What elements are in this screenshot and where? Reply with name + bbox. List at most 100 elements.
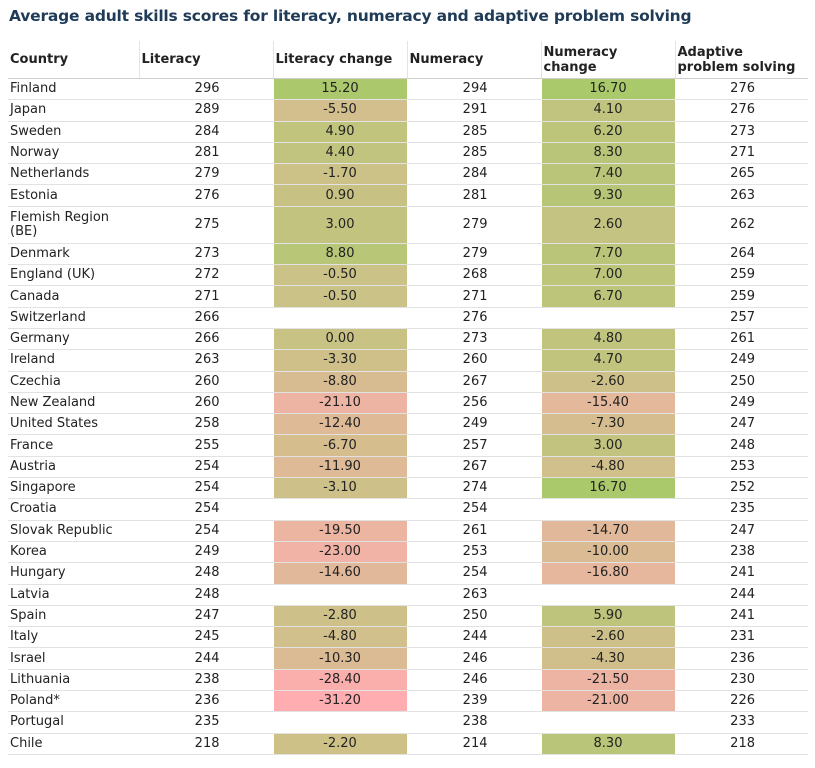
cell-literacy-change: 4.40 <box>272 142 408 165</box>
cell-numeracy-change: -15.40 <box>540 392 676 415</box>
cell-country: Ireland <box>8 349 139 372</box>
cell-country: Korea <box>8 541 139 564</box>
header-adaptive-problem-solving: Adaptive problem solving <box>674 41 808 79</box>
cell-literacy: 248 <box>139 562 273 585</box>
table-title: Average adult skills scores for literacy… <box>9 7 692 25</box>
cell-literacy-change <box>272 584 408 606</box>
cell-numeracy: 253 <box>407 541 541 564</box>
cell-numeracy-change: 16.70 <box>540 477 676 500</box>
cell-literacy: 247 <box>139 605 273 628</box>
cell-literacy: 254 <box>139 520 273 542</box>
cell-literacy-change: -21.10 <box>272 392 408 415</box>
cell-literacy-change: 4.90 <box>272 121 408 143</box>
cell-adaptive-problem-solving: 248 <box>675 434 808 457</box>
cell-numeracy-change: 2.60 <box>540 206 676 244</box>
cell-numeracy: 276 <box>407 307 541 329</box>
cell-numeracy-change: 6.70 <box>540 285 676 308</box>
cell-literacy-change: -14.60 <box>272 562 408 585</box>
cell-literacy: 254 <box>139 477 273 500</box>
cell-literacy: 244 <box>139 647 273 670</box>
header-numeracy-change: Numeracy change <box>540 41 675 79</box>
cell-adaptive-problem-solving: 233 <box>675 711 808 734</box>
cell-country: Slovak Republic <box>8 520 139 542</box>
cell-country: Italy <box>8 626 139 649</box>
cell-country: Chile <box>8 733 139 755</box>
table-row: Croatia 254 254 235 <box>8 498 808 521</box>
table-row: Austria 254 -11.90 267 -4.80 253 <box>8 456 808 479</box>
cell-numeracy-change <box>540 711 676 734</box>
cell-numeracy-change: -16.80 <box>540 562 676 585</box>
cell-country: Switzerland <box>8 307 139 329</box>
cell-numeracy: 268 <box>407 264 541 287</box>
cell-literacy: 266 <box>139 328 273 351</box>
cell-numeracy-change: 9.30 <box>540 184 676 207</box>
cell-numeracy: 284 <box>407 163 541 186</box>
table-row: Latvia 248 263 244 <box>8 584 808 606</box>
cell-literacy: 289 <box>139 99 273 122</box>
cell-country: Norway <box>8 142 139 165</box>
cell-country: England (UK) <box>8 264 139 287</box>
cell-country: Latvia <box>8 584 139 606</box>
cell-numeracy: 273 <box>407 328 541 351</box>
cell-numeracy-change: 7.00 <box>540 264 676 287</box>
table-row: Korea 249 -23.00 253 -10.00 238 <box>8 541 808 564</box>
cell-numeracy-change <box>540 307 676 329</box>
cell-country: Netherlands <box>8 163 139 186</box>
cell-literacy-change: -8.80 <box>272 371 408 393</box>
table-row: Italy 245 -4.80 244 -2.60 231 <box>8 626 808 649</box>
cell-literacy: 245 <box>139 626 273 649</box>
cell-country: France <box>8 434 139 457</box>
table-row: Japan 289 -5.50 291 4.10 276 <box>8 99 808 122</box>
cell-literacy: 272 <box>139 264 273 287</box>
cell-literacy: 258 <box>139 413 273 436</box>
cell-literacy-change: -1.70 <box>272 163 408 186</box>
table-row: Ireland 263 -3.30 260 4.70 249 <box>8 349 808 372</box>
cell-numeracy-change: -4.80 <box>540 456 676 479</box>
cell-country: United States <box>8 413 139 436</box>
cell-numeracy: 267 <box>407 371 541 393</box>
cell-literacy-change: 0.90 <box>272 184 408 207</box>
cell-literacy-change: 15.20 <box>272 78 408 101</box>
table-row: Netherlands 279 -1.70 284 7.40 265 <box>8 163 808 186</box>
table-body: Finland 296 15.20 294 16.70 276 Japan 289 -5.50 2… <box>8 78 808 755</box>
cell-numeracy-change: -21.00 <box>540 690 676 713</box>
cell-literacy: 273 <box>139 243 273 266</box>
cell-adaptive-problem-solving: 261 <box>675 328 808 351</box>
table-row: Canada 271 -0.50 271 6.70 259 <box>8 285 808 308</box>
cell-adaptive-problem-solving: 226 <box>675 690 808 713</box>
table-row: Flemish Region (BE) 275 3.00 279 2.60 262 <box>8 206 808 244</box>
table-row: Spain 247 -2.80 250 5.90 241 <box>8 605 808 628</box>
cell-literacy: 271 <box>139 285 273 308</box>
table-row: Portugal 235 238 233 <box>8 711 808 734</box>
cell-numeracy: 260 <box>407 349 541 372</box>
cell-numeracy: 257 <box>407 434 541 457</box>
table-row: Switzerland 266 276 257 <box>8 307 808 329</box>
cell-numeracy-change: 4.10 <box>540 99 676 122</box>
cell-adaptive-problem-solving: 218 <box>675 733 808 755</box>
cell-numeracy: 239 <box>407 690 541 713</box>
cell-adaptive-problem-solving: 241 <box>675 605 808 628</box>
cell-adaptive-problem-solving: 262 <box>675 206 808 244</box>
cell-numeracy: 281 <box>407 184 541 207</box>
cell-numeracy: 254 <box>407 498 541 521</box>
cell-country: Croatia <box>8 498 139 521</box>
cell-numeracy: 279 <box>407 206 541 244</box>
cell-numeracy: 261 <box>407 520 541 542</box>
header-literacy: Literacy <box>138 41 273 79</box>
cell-adaptive-problem-solving: 249 <box>675 349 808 372</box>
cell-literacy: 249 <box>139 541 273 564</box>
cell-numeracy-change: -4.30 <box>540 647 676 670</box>
header-literacy-change: Literacy change <box>272 41 407 79</box>
cell-numeracy-change: -2.60 <box>540 371 676 393</box>
table-row: Slovak Republic 254 -19.50 261 -14.70 247 <box>8 520 808 542</box>
cell-literacy: 260 <box>139 392 273 415</box>
cell-numeracy: 291 <box>407 99 541 122</box>
cell-adaptive-problem-solving: 276 <box>675 78 808 101</box>
table-row: Denmark 273 8.80 279 7.70 264 <box>8 243 808 266</box>
cell-numeracy: 250 <box>407 605 541 628</box>
cell-literacy-change: -31.20 <box>272 690 408 713</box>
cell-adaptive-problem-solving: 247 <box>675 413 808 436</box>
cell-numeracy: 246 <box>407 647 541 670</box>
cell-numeracy: 238 <box>407 711 541 734</box>
cell-literacy: 254 <box>139 498 273 521</box>
